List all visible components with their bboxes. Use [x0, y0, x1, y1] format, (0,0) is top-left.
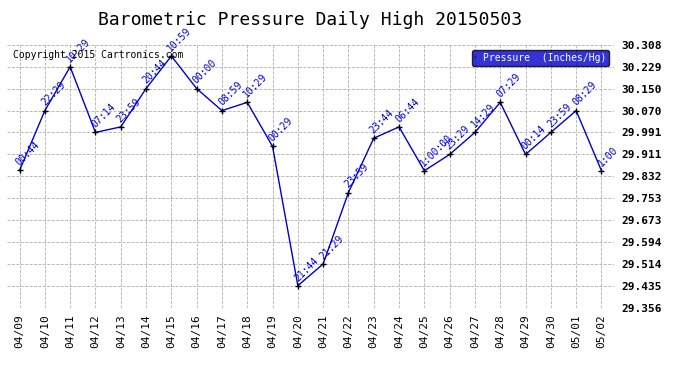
Legend: Pressure  (Inches/Hg): Pressure (Inches/Hg) — [472, 50, 609, 66]
Text: 23:59: 23:59 — [343, 162, 371, 190]
Text: 06:44: 06:44 — [393, 96, 421, 124]
Text: 00:29: 00:29 — [267, 116, 295, 144]
Text: 20:44: 20:44 — [140, 58, 168, 86]
Text: 08:59: 08:59 — [216, 80, 244, 108]
Text: Copyright 2015 Cartronics.com: Copyright 2015 Cartronics.com — [13, 50, 184, 60]
Text: 23:59: 23:59 — [545, 102, 573, 130]
Text: 1:00:00: 1:00:00 — [419, 132, 455, 168]
Text: 23:59: 23:59 — [115, 96, 143, 124]
Text: 10:29: 10:29 — [64, 36, 92, 64]
Text: Barometric Pressure Daily High 20150503: Barometric Pressure Daily High 20150503 — [99, 11, 522, 29]
Text: 08:29: 08:29 — [571, 80, 598, 108]
Text: 23:29: 23:29 — [444, 124, 472, 152]
Text: 23:44: 23:44 — [368, 108, 396, 135]
Text: 07:29: 07:29 — [495, 72, 522, 100]
Text: 14:29: 14:29 — [469, 102, 497, 130]
Text: 00:44: 00:44 — [14, 140, 41, 168]
Text: 22:29: 22:29 — [39, 80, 67, 108]
Text: 00:00: 00:00 — [191, 58, 219, 86]
Text: 07:14: 07:14 — [90, 102, 117, 130]
Text: 00:14: 00:14 — [520, 124, 548, 152]
Text: 1:00: 1:00 — [595, 144, 620, 168]
Text: 21:44: 21:44 — [292, 255, 320, 283]
Text: 10:59: 10:59 — [166, 26, 193, 53]
Text: 10:29: 10:29 — [241, 72, 269, 100]
Text: 21:29: 21:29 — [317, 233, 345, 261]
